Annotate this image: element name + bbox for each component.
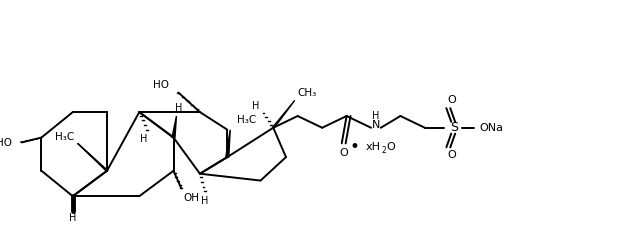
Text: HO: HO — [0, 138, 12, 148]
Text: xH: xH — [366, 142, 381, 152]
Text: H₃C: H₃C — [237, 115, 257, 125]
Text: S: S — [450, 121, 458, 134]
Text: H: H — [69, 213, 76, 223]
Text: O: O — [387, 142, 396, 152]
Text: H: H — [372, 111, 380, 121]
Polygon shape — [172, 116, 177, 137]
Text: ONa: ONa — [479, 123, 503, 133]
Text: H₃C: H₃C — [55, 132, 75, 142]
Text: O: O — [339, 148, 348, 158]
Text: N: N — [372, 120, 380, 130]
Text: H: H — [201, 196, 209, 206]
Polygon shape — [226, 130, 230, 157]
Text: CH₃: CH₃ — [298, 88, 317, 98]
Text: O: O — [447, 150, 456, 160]
Text: H: H — [252, 101, 259, 111]
Text: •: • — [349, 138, 360, 156]
Polygon shape — [272, 100, 295, 128]
Text: OH: OH — [183, 193, 199, 203]
Text: 2: 2 — [382, 146, 387, 155]
Text: H: H — [141, 134, 148, 144]
Polygon shape — [77, 143, 108, 171]
Text: HO: HO — [153, 80, 169, 90]
Text: O: O — [447, 95, 456, 105]
Text: H: H — [175, 103, 182, 113]
